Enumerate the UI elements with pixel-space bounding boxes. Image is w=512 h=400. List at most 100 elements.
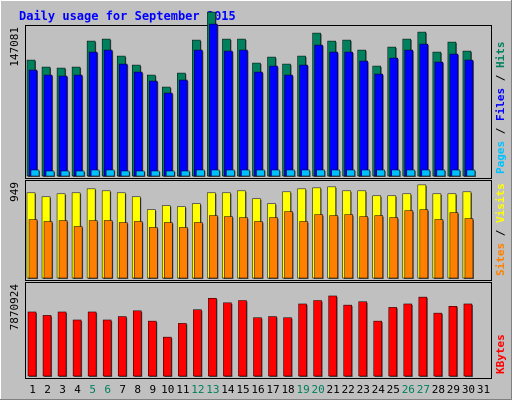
bar-kbytes-day-13 (208, 297, 217, 377)
bar-sites-day-10 (164, 222, 173, 279)
bar-files-day-25 (389, 57, 399, 177)
bar-sites-day-12 (194, 222, 203, 279)
legend-separator: / (494, 121, 507, 141)
x-tick-label-day-22: 22 (342, 383, 355, 396)
bar-files-day-10 (164, 92, 173, 177)
bar-pages-day-24 (376, 169, 385, 177)
bar-kbytes-day-23 (358, 301, 367, 377)
bar-kbytes-day-8 (132, 310, 142, 377)
bar-kbytes-day-20 (313, 300, 322, 377)
bar-files-day-6 (103, 49, 113, 177)
x-tick-label-day-6: 6 (104, 383, 111, 396)
bar-files-day-28 (434, 61, 444, 177)
bar-kbytes-day-16 (253, 317, 262, 377)
bar-pages-day-14 (226, 169, 235, 177)
bar-files-day-15 (239, 49, 248, 177)
bar-pages-day-11 (181, 170, 190, 177)
bar-pages-day-10 (166, 170, 175, 177)
bar-sites-day-21 (329, 215, 338, 279)
bar-pages-day-16 (256, 169, 265, 177)
bar-kbytes-day-18 (283, 317, 292, 377)
bar-files-day-27 (419, 43, 429, 177)
x-tick-label-day-27: 27 (417, 383, 430, 396)
bar-files-day-29 (449, 53, 459, 177)
panel-pages-files-hits: 147081 Pages / Files / Hits (8, 11, 507, 179)
series-sites (28, 209, 474, 279)
bar-files-day-21 (329, 51, 338, 177)
bar-files-day-20 (314, 44, 323, 177)
x-tick-label-day-29: 29 (447, 383, 460, 396)
bar-files-day-24 (374, 73, 383, 177)
x-tick-label-day-20: 20 (312, 383, 325, 396)
bar-pages-day-7 (120, 170, 130, 177)
bar-sites-day-14 (224, 216, 233, 279)
bar-kbytes-day-21 (328, 295, 337, 377)
x-tick-label-day-9: 9 (149, 383, 156, 396)
bar-sites-day-19 (299, 221, 308, 279)
bar-files-day-5 (88, 51, 98, 177)
bar-files-day-11 (179, 79, 188, 177)
bar-kbytes-day-2 (42, 315, 52, 377)
x-tick-label-day-11: 11 (176, 383, 189, 396)
bar-files-day-3 (58, 75, 68, 177)
y-max-label: 949 (8, 182, 21, 202)
x-tick-label-day-10: 10 (161, 383, 174, 396)
bar-kbytes-day-11 (178, 323, 187, 377)
y-axis-legend: KBytes (494, 334, 507, 374)
bar-files-day-13 (209, 23, 218, 177)
x-tick-label-day-19: 19 (296, 383, 309, 396)
bar-sites-day-2 (43, 221, 53, 279)
x-tick-label-day-12: 12 (191, 383, 204, 396)
x-tick-label-day-21: 21 (327, 383, 340, 396)
bar-kbytes-day-6 (102, 319, 112, 377)
bar-kbytes-day-3 (57, 311, 67, 377)
legend-hits: Hits (494, 42, 507, 69)
series-kbytes (27, 295, 473, 377)
bar-pages-day-28 (436, 169, 446, 177)
bar-sites-day-23 (359, 216, 368, 279)
y-axis-legend: Sites / Visits (494, 183, 507, 276)
legend-visits: Visits (494, 183, 507, 223)
panel-kbytes: 7870924 KBytes (8, 282, 507, 379)
bar-pages-day-21 (331, 169, 340, 177)
bar-pages-day-18 (286, 169, 295, 177)
panel-frame (25, 25, 492, 179)
bar-files-day-17 (269, 65, 278, 177)
bar-sites-day-16 (254, 221, 263, 279)
x-tick-label-day-15: 15 (236, 383, 249, 396)
panel-frame (25, 180, 492, 281)
bar-pages-day-22 (346, 169, 355, 177)
bar-kbytes-day-25 (388, 307, 398, 377)
chart-panels: 147081 Pages / Files / Hits 949 Sites / Vis… (8, 11, 507, 379)
bar-pages-day-4 (75, 170, 85, 177)
x-tick-label-day-3: 3 (59, 383, 66, 396)
bar-files-day-26 (404, 49, 414, 177)
bar-sites-day-15 (239, 217, 248, 279)
x-tick-label-day-18: 18 (281, 383, 294, 396)
bar-kbytes-day-5 (87, 311, 97, 377)
bar-sites-day-3 (58, 220, 68, 279)
bar-sites-day-18 (284, 211, 293, 279)
legend-pages: Pages (494, 141, 507, 174)
bar-sites-day-26 (404, 210, 414, 279)
x-tick-label-day-1: 1 (29, 383, 36, 396)
x-tick-label-day-25: 25 (387, 383, 400, 396)
bar-kbytes-day-9 (148, 320, 157, 377)
bar-sites-day-7 (118, 222, 128, 279)
bar-kbytes-day-28 (433, 312, 443, 377)
bar-files-day-12 (194, 49, 203, 177)
bar-files-day-16 (254, 71, 263, 177)
bar-kbytes-day-24 (373, 320, 382, 377)
bar-pages-day-8 (135, 170, 145, 177)
series-pages (30, 169, 476, 177)
bar-files-day-30 (464, 59, 474, 177)
bar-files-day-14 (224, 50, 233, 177)
bar-sites-day-30 (464, 218, 474, 279)
x-tick-label-day-17: 17 (266, 383, 279, 396)
bar-kbytes-day-30 (463, 303, 473, 377)
bar-pages-day-2 (45, 170, 55, 177)
chart-title: Daily usage for September 2015 (19, 9, 236, 23)
legend-files: Files (494, 88, 507, 121)
